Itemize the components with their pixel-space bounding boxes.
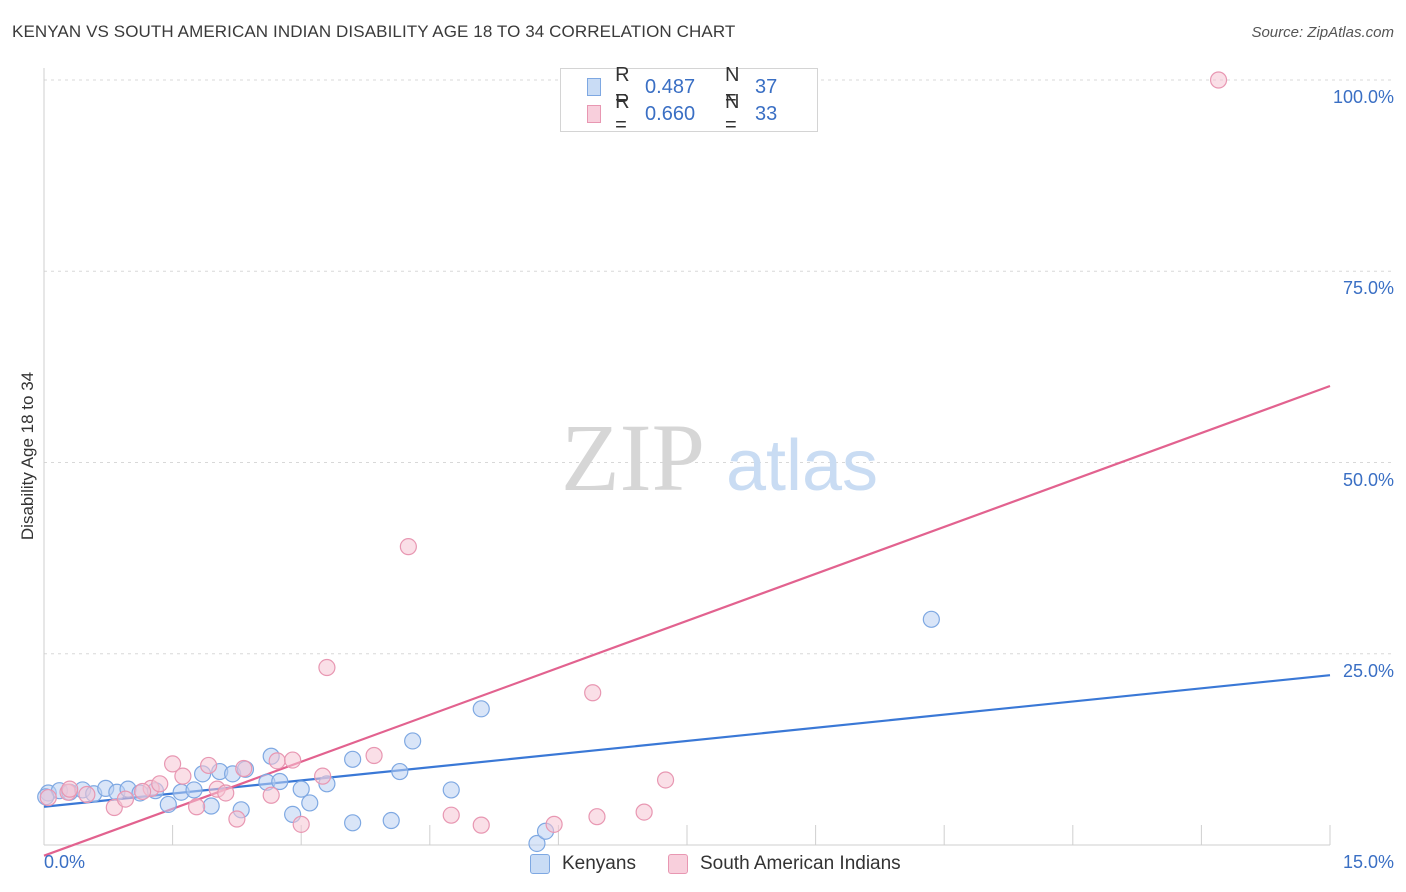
kenyans-point (472, 700, 490, 718)
kenyans-point (159, 795, 177, 814)
watermark: ZIP atlas (561, 404, 878, 511)
kenyans-point (528, 834, 546, 853)
south-american-indians-legend-swatch (668, 854, 688, 874)
south-american-indians-point (635, 803, 653, 821)
south-american-indians-point (217, 784, 235, 802)
south-american-indians-point (545, 815, 563, 833)
south-american-indians-point (164, 755, 182, 773)
south-american-indians-point (188, 798, 206, 816)
south-american-indians-point (228, 810, 246, 828)
n-label: N = (725, 91, 740, 136)
south-american-indians-legend-label: South American Indians (700, 853, 901, 874)
stats-row-south-american-indians: R = 0.660 N = 33 (587, 91, 817, 136)
kenyans-point (271, 772, 289, 791)
kenyans-point (344, 750, 362, 768)
chart-title: KENYAN VS SOUTH AMERICAN INDIAN DISABILI… (12, 22, 736, 41)
south-american-indians-point (365, 746, 383, 765)
stats-legend: R = 0.487 N = 37 R = 0.660 N = 33 (560, 64, 818, 136)
y-tick-label: 100.0% (1332, 87, 1394, 107)
south-american-indians-point (442, 806, 460, 824)
south-american-indians-n-value: 33 (755, 102, 778, 125)
kenyans-point (382, 811, 400, 830)
south-american-indians-point (78, 785, 96, 804)
south-american-indians-point (268, 752, 286, 770)
south-american-indians-point (235, 759, 253, 778)
legend-item-kenyans[interactable]: Kenyans (530, 852, 636, 876)
south-american-indians-point (174, 767, 192, 785)
south-american-indians-point (61, 780, 79, 798)
y-axis-label: Disability Age 18 to 34 (18, 371, 37, 541)
kenyans-n-value: 37 (755, 75, 778, 98)
kenyans-legend-swatch (530, 854, 550, 874)
r-label: R = (615, 64, 630, 109)
south-american-indians-point (1209, 71, 1228, 89)
y-tick-label: 50.0% (1342, 469, 1394, 490)
south-american-indians-r-value: 0.660 (645, 102, 696, 125)
kenyans-point (404, 732, 422, 750)
kenyans-point (344, 814, 362, 832)
trend-lines (43, 384, 1331, 857)
kenyans-point (292, 780, 310, 798)
kenyans-swatch (587, 78, 602, 96)
kenyans-point (391, 762, 409, 781)
kenyans-r-value: 0.487 (645, 75, 696, 98)
south-american-indians-point (200, 756, 218, 775)
kenyans-trend-line (43, 674, 1331, 808)
x-tick-label-max: 15.0% (1342, 852, 1394, 872)
x-tick-label-min: 0.0% (44, 852, 86, 872)
south-american-indians-point (588, 808, 606, 826)
y-tick-label: 75.0% (1342, 278, 1394, 299)
n-label: N = (725, 64, 740, 109)
south-american-indians-point (292, 815, 310, 833)
source-label: Source: ZipAtlas.com (1251, 24, 1394, 41)
data-points (37, 71, 1228, 853)
south-american-indians-trend-line (43, 384, 1331, 857)
r-label: R = (615, 91, 630, 136)
south-american-indians-point (39, 788, 57, 807)
watermark-zip: ZIP (561, 404, 705, 511)
stats-row-kenyans: R = 0.487 N = 37 (587, 64, 817, 109)
kenyans-point (301, 794, 319, 812)
south-american-indians-point (116, 790, 135, 808)
kenyans-legend-label: Kenyans (562, 853, 636, 874)
south-american-indians-point (314, 767, 332, 785)
kenyans-point (442, 781, 460, 799)
south-american-indians-point (584, 684, 602, 702)
south-american-indians-point (318, 658, 336, 677)
south-american-indians-point (399, 538, 417, 556)
kenyans-point (185, 781, 203, 799)
south-american-indians-point (262, 786, 280, 804)
y-tick-label: 25.0% (1342, 660, 1394, 681)
south-american-indians-swatch (587, 105, 602, 123)
grid (44, 79, 1392, 655)
south-american-indians-point (472, 816, 490, 834)
kenyans-point (202, 797, 220, 815)
south-american-indians-point (284, 751, 302, 769)
south-american-indians-point (133, 782, 152, 801)
south-american-indians-point (151, 775, 169, 793)
south-american-indians-point (656, 771, 675, 789)
watermark-atlas: atlas (726, 426, 878, 506)
kenyans-point (922, 610, 940, 628)
legend-item-south-american-indians[interactable]: South American Indians (668, 852, 901, 876)
